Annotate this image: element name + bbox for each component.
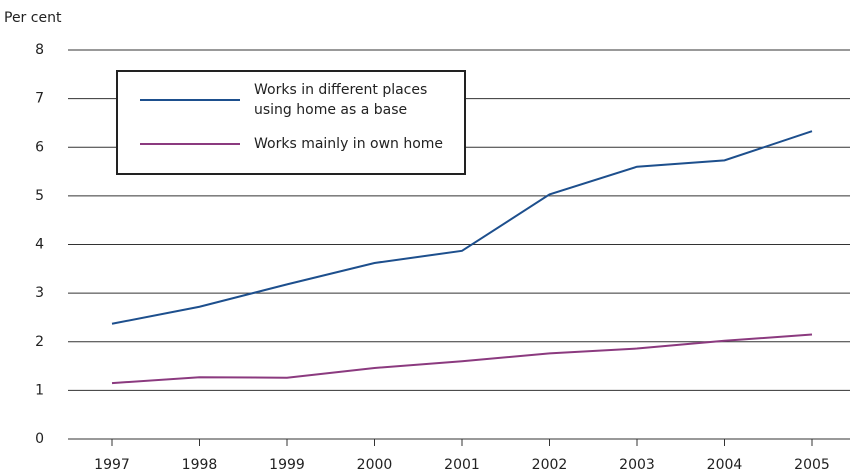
y-tick-label: 8 [35,42,44,58]
y-axis-label: Per cent [4,10,62,26]
legend-entry: Works in different places using home as … [140,80,454,120]
x-tick-label: 1998 [182,457,218,473]
line [111,333,813,385]
y-tick-label: 7 [35,91,44,107]
y-tick-label: 6 [35,139,44,155]
x-tick-label: 2001 [444,457,480,473]
x-tick-label: 1999 [269,457,305,473]
legend: Works in different places using home as … [116,70,466,175]
legend-entry: Works mainly in own home [140,134,454,154]
x-tick-label: 2003 [619,457,655,473]
x-tick-label: 1997 [94,457,130,473]
line [111,130,813,325]
legend-label: Works in different places using home as … [254,82,428,118]
y-tick-label: 2 [35,334,44,350]
y-tick-label: 1 [35,382,44,398]
y-tick-label: 0 [35,431,44,447]
legend-swatch [140,99,240,101]
y-tick-label: 4 [35,237,44,253]
legend-label: Works mainly in own home [254,136,444,152]
x-tick-label: 2002 [532,457,568,473]
x-tick-label: 2005 [794,457,830,473]
y-tick-label: 5 [35,188,44,204]
y-tick-label: 3 [35,285,44,301]
x-tick-label: 2004 [707,457,743,473]
x-tick-label: 2000 [357,457,393,473]
legend-swatch [140,143,240,145]
